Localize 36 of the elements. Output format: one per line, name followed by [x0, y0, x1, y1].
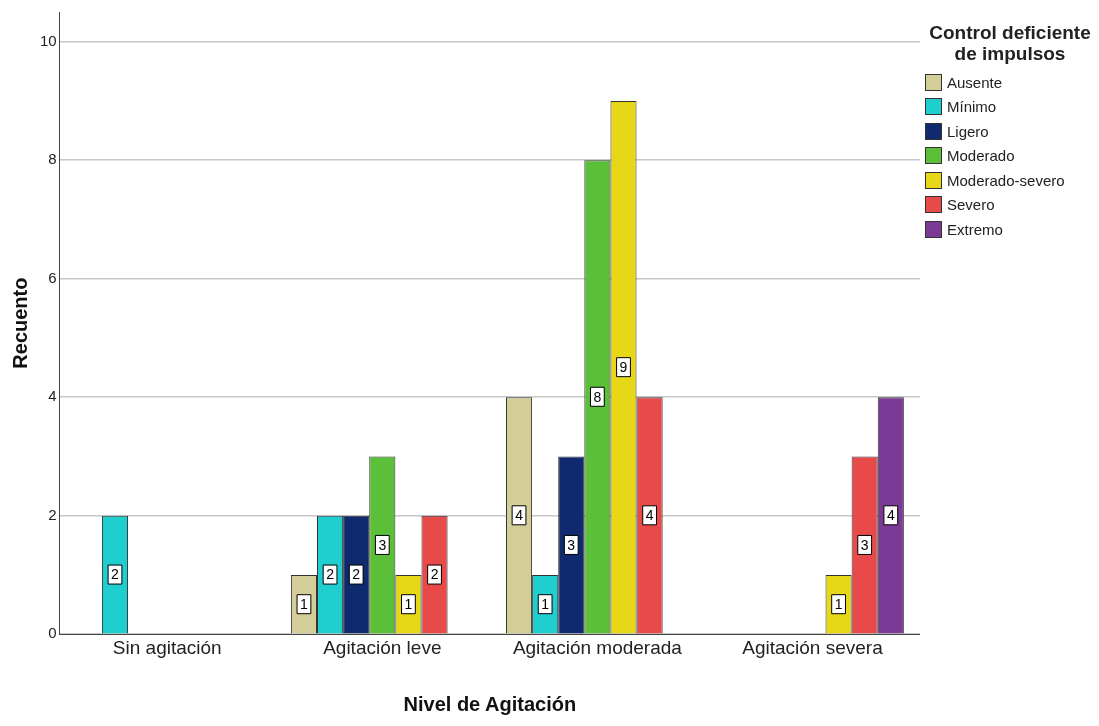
y-tick-label: 4 [48, 387, 57, 405]
y-tick-label: 6 [48, 268, 57, 286]
data-label: 4 [886, 507, 895, 524]
data-label: 9 [619, 359, 628, 376]
data-label: 2 [352, 566, 361, 583]
y-tick-label: 2 [48, 505, 57, 523]
legend-label: Extremo [947, 220, 1003, 238]
data-label: 2 [326, 566, 335, 583]
x-tick-label: Agitación moderada [512, 636, 683, 658]
legend-label: Moderado-severo [947, 171, 1065, 189]
y-tick-label: 10 [40, 31, 57, 49]
data-label: 1 [834, 596, 843, 613]
legend-label: Mínimo [947, 98, 997, 116]
data-label: 3 [567, 536, 576, 553]
data-label: 3 [378, 536, 387, 553]
y-tick-label: 8 [48, 150, 57, 168]
x-tick-label: Sin agitación [112, 636, 222, 658]
y-tick-label: 0 [48, 624, 57, 642]
data-label: 8 [593, 388, 602, 405]
legend-label: Ausente [947, 73, 1003, 91]
data-label: 4 [515, 507, 524, 524]
legend-title: Control deficiente de impulsos [928, 22, 1092, 64]
x-axis-title: Nivel de Agitación [403, 692, 577, 715]
legend-label: Ligero [947, 122, 989, 140]
y-axis-title: Recuento [8, 277, 31, 369]
data-label: 4 [645, 507, 654, 524]
legend-label: Severo [947, 196, 995, 214]
legend-label: Moderado [947, 147, 1015, 165]
data-label: 2 [430, 566, 439, 583]
data-label: 1 [300, 596, 309, 613]
data-label: 1 [541, 596, 550, 613]
x-tick-label: Agitación leve [323, 636, 442, 658]
data-label: 3 [860, 536, 869, 553]
x-tick-label: Agitación severa [742, 636, 884, 658]
data-label: 1 [404, 596, 413, 613]
data-label: 2 [111, 566, 120, 583]
